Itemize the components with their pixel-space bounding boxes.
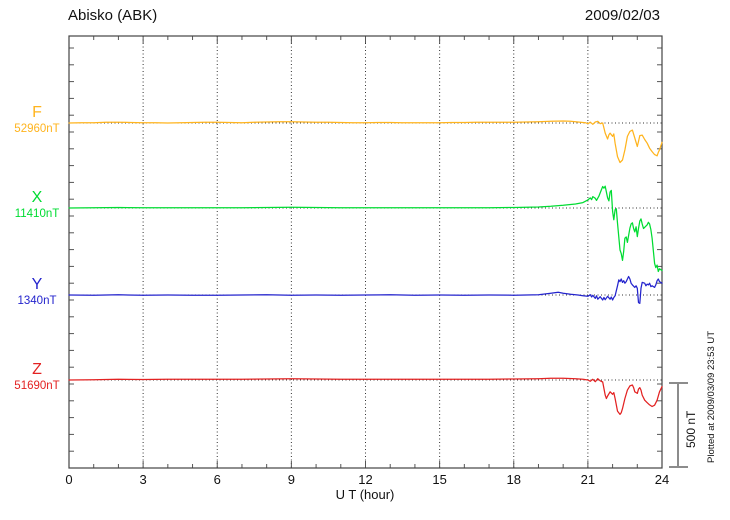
trace-F [68, 120, 663, 164]
series-baseline-Z: 51690nT [14, 380, 60, 392]
series-label-Y: Y 1340nT [7, 277, 67, 308]
trace-X [68, 185, 663, 273]
station-title: Abisko (ABK) [68, 7, 158, 24]
plotted-at-note: Plotted at 2009/03/09 23:53 UT [706, 330, 717, 463]
x-tick-label-9: 9 [287, 472, 295, 487]
series-baseline-Y: 1340nT [17, 295, 57, 307]
x-tick-label-0: 0 [65, 472, 73, 487]
scale-bar-label: 500 nT [684, 410, 698, 448]
trace-Z [68, 377, 663, 416]
series-label-Z: Z 51690nT [7, 362, 67, 393]
x-tick-label-6: 6 [213, 472, 221, 487]
x-tick-label-3: 3 [139, 472, 147, 487]
x-tick-label-12: 12 [358, 472, 373, 487]
series-letter-F: F [32, 104, 42, 121]
series-letter-X: X [31, 189, 43, 206]
series-baseline-X: 11410nT [14, 208, 60, 220]
series-label-F: F 52960nT [7, 105, 67, 136]
series-letter-Y: Y [31, 276, 43, 293]
series-label-X: X 11410nT [7, 190, 67, 221]
x-tick-label-21: 21 [580, 472, 596, 487]
x-tick-label-18: 18 [506, 472, 521, 487]
series-letter-Z: Z [32, 361, 42, 378]
series-baseline-F: 52960nT [14, 123, 60, 135]
x-axis-label: U T (hour) [335, 487, 395, 502]
x-tick-label-24: 24 [654, 472, 670, 487]
x-tick-label-15: 15 [432, 472, 447, 487]
plot-date: 2009/02/03 [584, 7, 660, 24]
trace-Y [68, 275, 663, 305]
plot-frame [68, 35, 663, 469]
